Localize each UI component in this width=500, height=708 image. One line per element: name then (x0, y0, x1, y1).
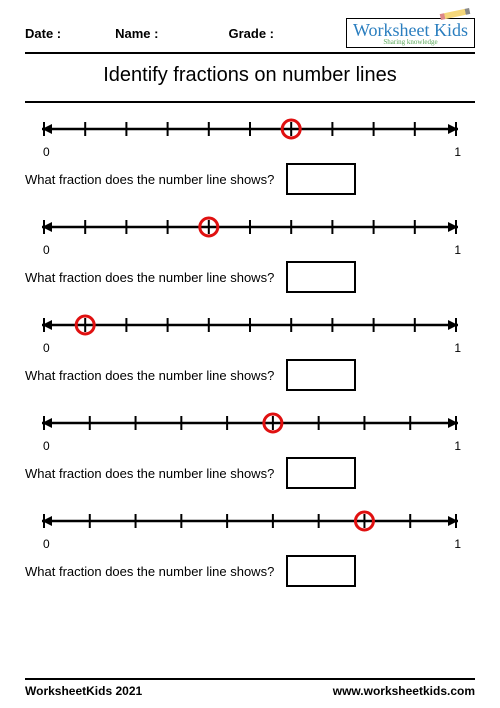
start-label: 0 (43, 341, 50, 355)
answer-box[interactable] (286, 457, 356, 489)
question-text: What fraction does the number line shows… (25, 466, 274, 481)
answer-box[interactable] (286, 359, 356, 391)
footer-rule (25, 678, 475, 680)
problems-container: 0 1 What fraction does the number line s… (25, 115, 475, 587)
logo-subtitle: Sharing knowledge (353, 39, 468, 46)
footer: WorksheetKids 2021 www.worksheetkids.com (25, 678, 475, 698)
name-label: Name : (115, 26, 158, 41)
numberline (30, 311, 470, 341)
start-label: 0 (43, 537, 50, 551)
end-label: 1 (454, 439, 461, 453)
problem: 0 1 What fraction does the number line s… (25, 115, 475, 195)
question-text: What fraction does the number line shows… (25, 368, 274, 383)
numberline (30, 115, 470, 145)
footer-left: WorksheetKids 2021 (25, 684, 142, 698)
header-rule (25, 52, 475, 54)
answer-box[interactable] (286, 555, 356, 587)
footer-right: www.worksheetkids.com (333, 684, 475, 698)
problem: 0 1 What fraction does the number line s… (25, 311, 475, 391)
answer-box[interactable] (286, 261, 356, 293)
header-row: Date : Name : Grade : Worksheet Kids Sha… (25, 18, 475, 48)
question-text: What fraction does the number line shows… (25, 564, 274, 579)
title-rule (25, 101, 475, 103)
answer-box[interactable] (286, 163, 356, 195)
question-text: What fraction does the number line shows… (25, 172, 274, 187)
logo-title: Worksheet Kids (353, 21, 468, 39)
start-label: 0 (43, 439, 50, 453)
problem: 0 1 What fraction does the number line s… (25, 507, 475, 587)
start-label: 0 (43, 145, 50, 159)
question-text: What fraction does the number line shows… (25, 270, 274, 285)
problem: 0 1 What fraction does the number line s… (25, 213, 475, 293)
logo: Worksheet Kids Sharing knowledge (346, 18, 475, 48)
end-label: 1 (454, 145, 461, 159)
problem: 0 1 What fraction does the number line s… (25, 409, 475, 489)
pencil-icon (440, 8, 471, 20)
end-label: 1 (454, 537, 461, 551)
numberline (30, 213, 470, 243)
numberline (30, 409, 470, 439)
grade-label: Grade : (228, 26, 274, 41)
date-label: Date : (25, 26, 61, 41)
end-label: 1 (454, 243, 461, 257)
start-label: 0 (43, 243, 50, 257)
numberline (30, 507, 470, 537)
page-title: Identify fractions on number lines (25, 64, 475, 87)
end-label: 1 (454, 341, 461, 355)
